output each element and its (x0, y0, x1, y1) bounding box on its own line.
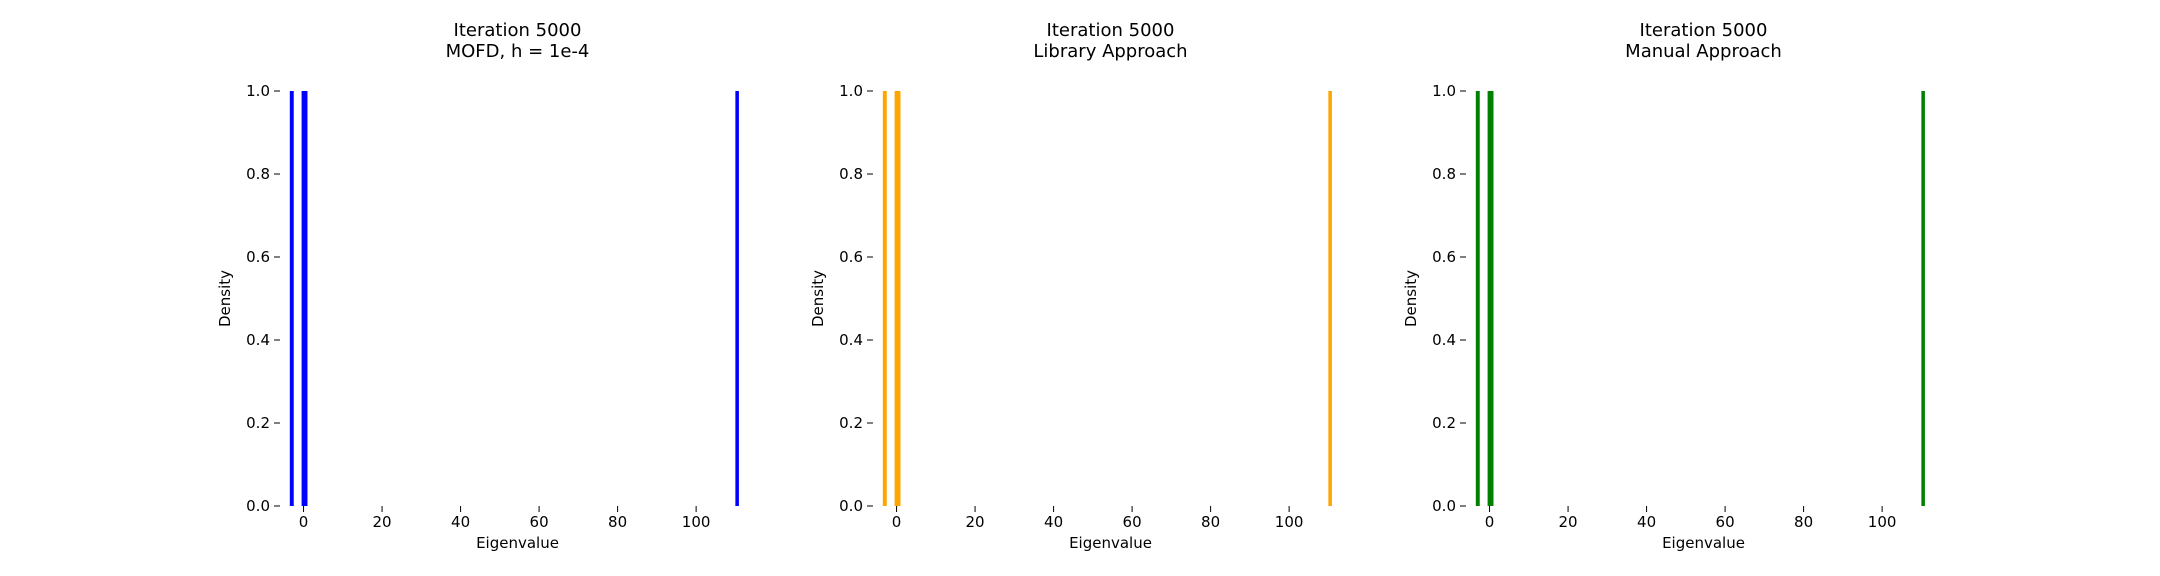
y-tick-label: 0.0 (839, 497, 863, 515)
y-tick-label: 0.2 (1432, 414, 1456, 432)
x-axis-label: Eigenvalue (1662, 534, 1745, 552)
y-axis-label: Density (1402, 270, 1420, 327)
x-tick-label: 80 (608, 513, 627, 531)
x-tick-label: 40 (1637, 513, 1656, 531)
x-axis-label: Eigenvalue (1069, 534, 1152, 552)
x-tick-label: 40 (451, 513, 470, 531)
bar-1 (1475, 91, 1480, 506)
bar-3 (1921, 91, 1925, 506)
y-tick-label: 0.0 (246, 497, 270, 515)
y-tick-label: 0.4 (1432, 331, 1456, 349)
x-tick-label: 0 (299, 513, 309, 531)
x-tick-label: 100 (1868, 513, 1897, 531)
bar-2 (894, 91, 901, 506)
x-tick-label: 0 (892, 513, 902, 531)
x-tick-label: 40 (1044, 513, 1063, 531)
chart-subtitle: MOFD, h = 1e-4 (446, 41, 590, 62)
bar-3 (1328, 91, 1332, 506)
y-tick-label: 0.6 (839, 248, 863, 266)
x-tick-label: 0 (1485, 513, 1495, 531)
x-tick-label: 60 (530, 513, 549, 531)
chart-subtitle: Manual Approach (1625, 41, 1782, 62)
y-tick-label: 0.6 (246, 248, 270, 266)
bar-3 (735, 91, 739, 506)
x-tick-label: 80 (1794, 513, 1813, 531)
y-tick-label: 0.8 (839, 165, 863, 183)
x-tick-label: 20 (966, 513, 985, 531)
y-axis-label: Density (216, 270, 234, 327)
y-tick-label: 0.2 (839, 414, 863, 432)
x-tick-label: 100 (682, 513, 711, 531)
x-tick-label: 80 (1201, 513, 1220, 531)
y-tick-label: 1.0 (839, 82, 863, 100)
y-axis-label: Density (809, 270, 827, 327)
chart-title: Iteration 5000 (1047, 20, 1175, 41)
bar-1 (882, 91, 887, 506)
y-tick-label: 0.8 (246, 165, 270, 183)
y-tick-label: 0.6 (1432, 248, 1456, 266)
bar-1 (289, 91, 294, 506)
bar-2 (301, 91, 308, 506)
y-tick-label: 0.0 (1432, 497, 1456, 515)
x-tick-label: 60 (1123, 513, 1142, 531)
y-tick-label: 0.2 (246, 414, 270, 432)
y-tick-label: 0.8 (1432, 165, 1456, 183)
x-tick-label: 20 (373, 513, 392, 531)
y-tick-label: 1.0 (246, 82, 270, 100)
chart-title: Iteration 5000 (454, 20, 582, 41)
y-tick-label: 0.4 (839, 331, 863, 349)
x-axis-label: Eigenvalue (476, 534, 559, 552)
bar-2 (1487, 91, 1494, 506)
y-tick-label: 0.4 (246, 331, 270, 349)
x-tick-label: 100 (1275, 513, 1304, 531)
x-tick-label: 60 (1716, 513, 1735, 531)
x-tick-label: 20 (1559, 513, 1578, 531)
chart-title: Iteration 5000 (1640, 20, 1768, 41)
y-tick-label: 1.0 (1432, 82, 1456, 100)
chart-subtitle: Library Approach (1033, 41, 1187, 62)
